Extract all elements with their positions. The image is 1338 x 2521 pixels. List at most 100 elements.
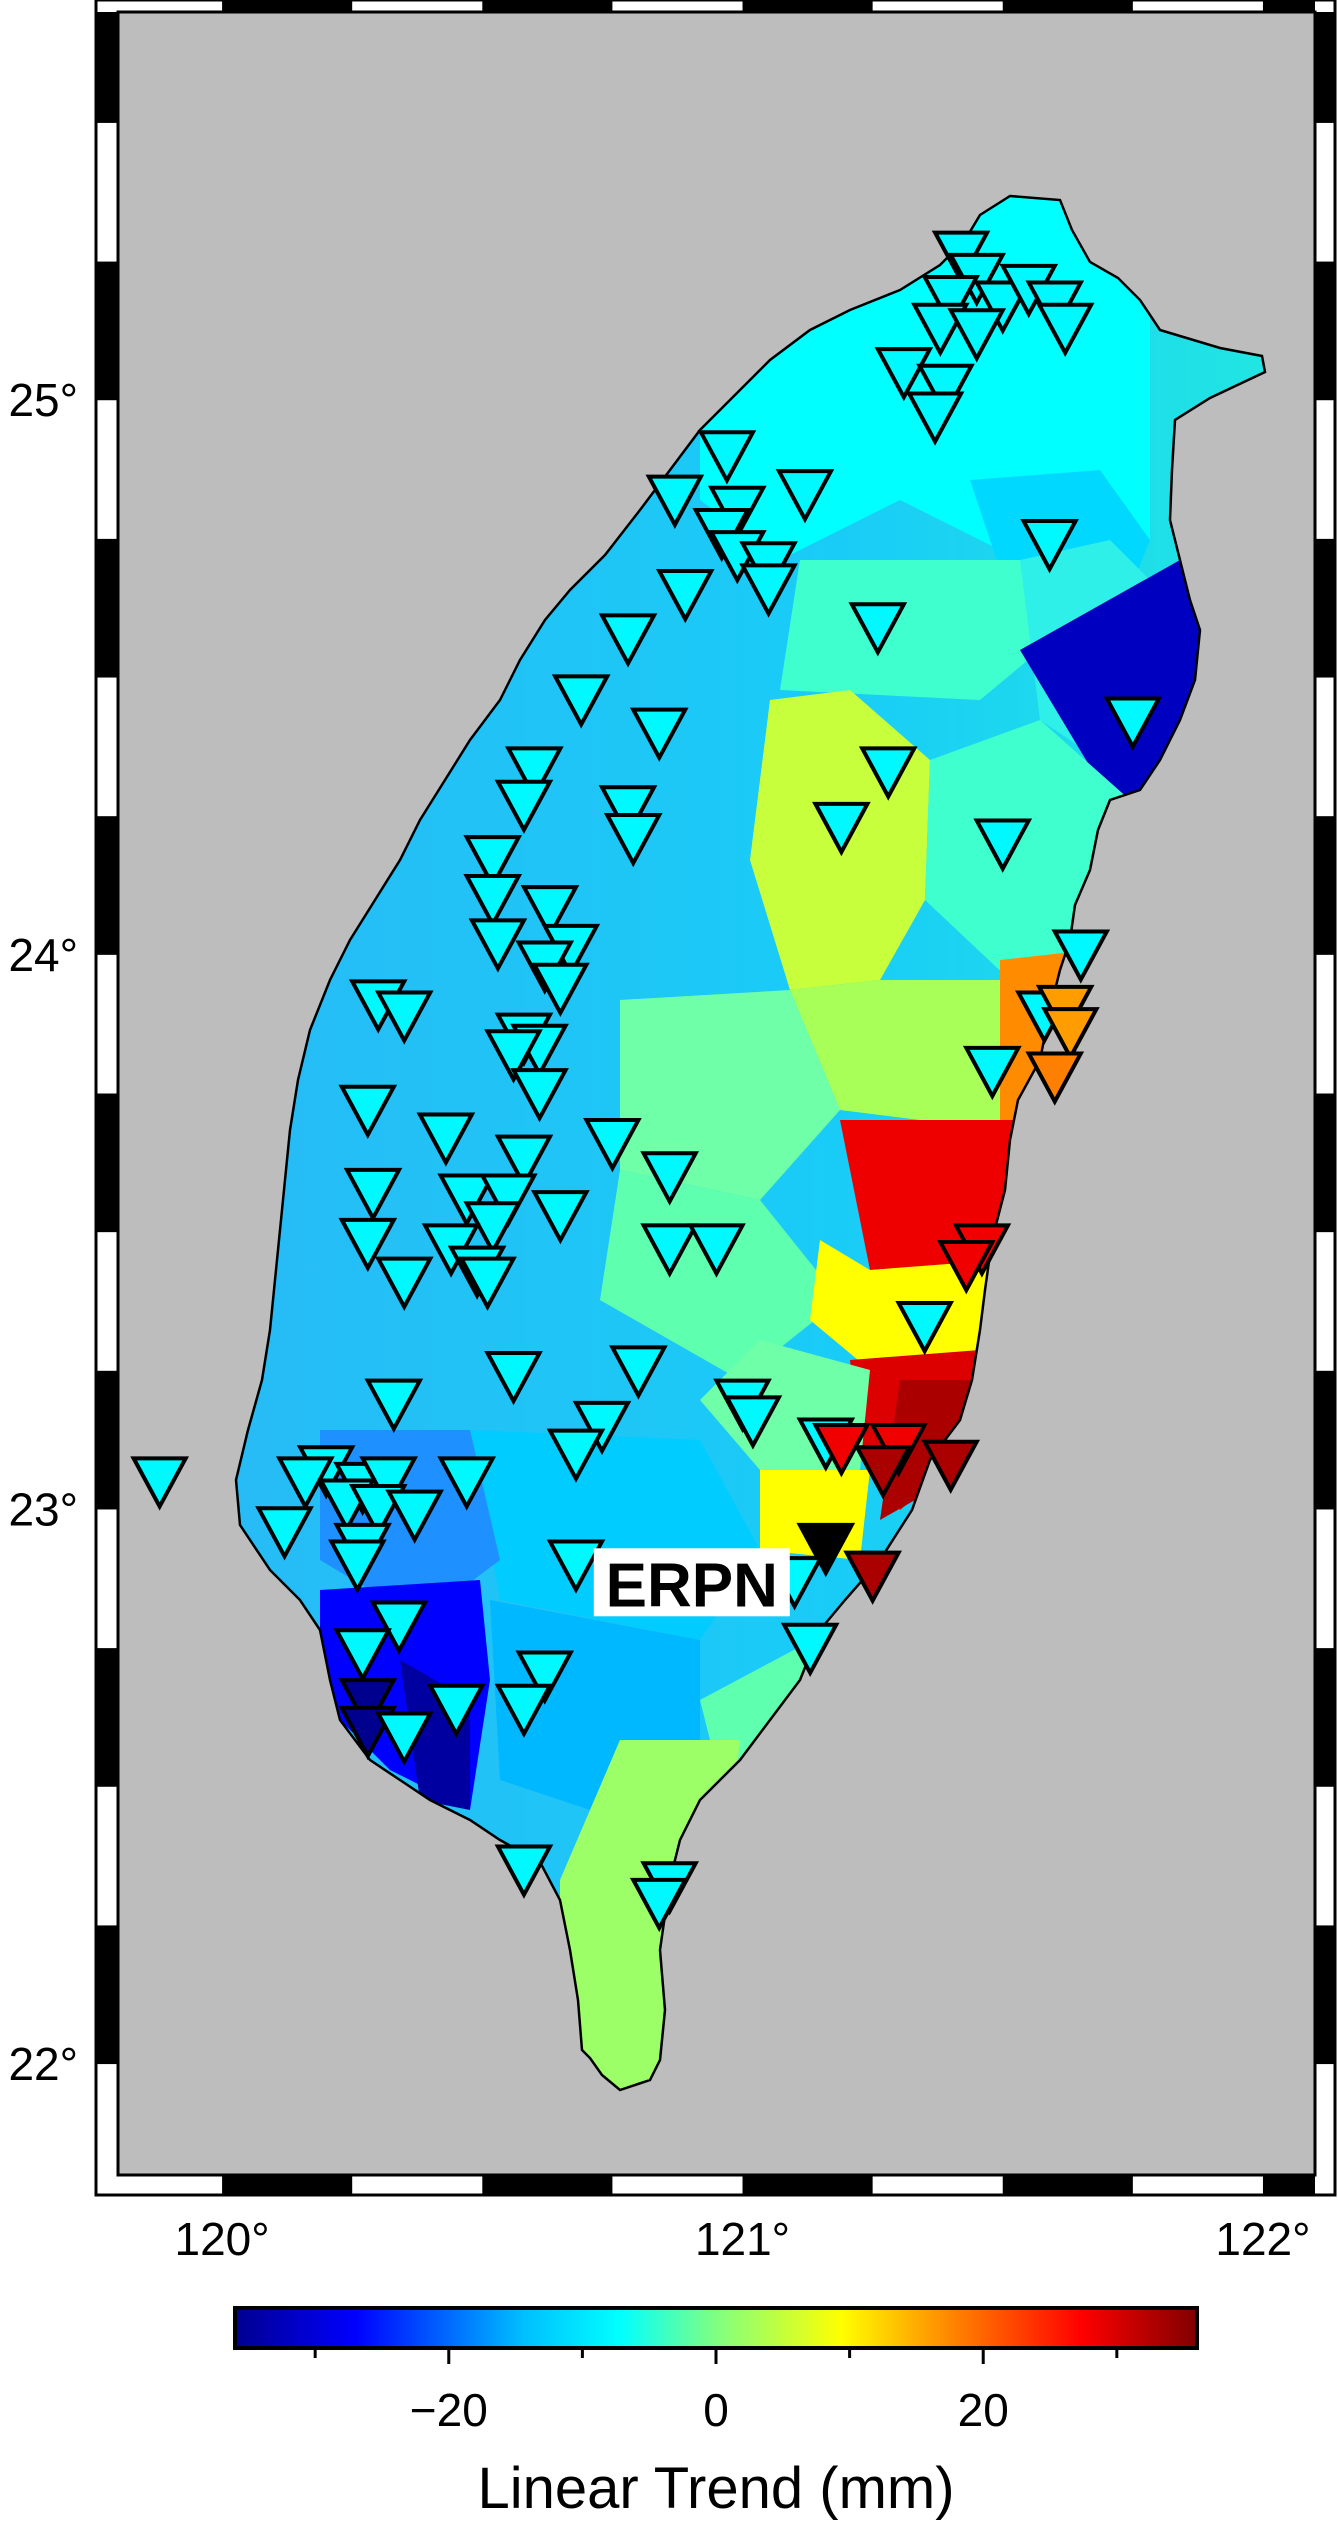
colorbar-gradient — [233, 2306, 1199, 2350]
frame-bar — [96, 538, 118, 678]
station-marker — [531, 962, 590, 1018]
station-marker — [531, 1190, 590, 1245]
station-marker — [853, 1445, 913, 1500]
lon-tick-labels: 120° 121° 122° — [175, 2213, 1311, 2265]
station-marker — [843, 1550, 902, 1605]
colorbar-tick-label: 0 — [703, 2384, 729, 2436]
station-marker — [551, 674, 611, 729]
station-marker — [916, 363, 975, 419]
station-marker — [697, 430, 757, 485]
frame-bar — [96, 1925, 118, 2065]
station-label: ERPN — [606, 1551, 778, 1620]
station-marker — [504, 746, 564, 801]
station-marker — [583, 1118, 642, 1173]
frame-bar — [1262, 0, 1315, 12]
station-marker — [385, 1489, 445, 1544]
station-marker — [655, 568, 715, 624]
station-marker — [494, 779, 554, 835]
station-marker — [463, 873, 523, 929]
station-marker — [640, 1151, 700, 1206]
frame-bar — [1315, 12, 1335, 123]
station-marker — [333, 1628, 392, 1683]
station-marker — [484, 1029, 543, 1084]
frame-bar — [1315, 1370, 1335, 1510]
station-marker — [338, 1084, 398, 1140]
station-marker — [494, 1683, 554, 1739]
station-marker — [962, 1045, 1022, 1101]
station-marker — [739, 563, 798, 618]
station-marker — [905, 391, 965, 446]
station-marker — [895, 1301, 955, 1356]
highlight-station-marker — [796, 1522, 856, 1578]
station-marker — [1051, 929, 1111, 984]
station-marker — [1035, 302, 1095, 358]
lon-tick-label: 120° — [175, 2213, 270, 2265]
frame-bar — [1002, 2175, 1133, 2195]
station-marker — [775, 469, 835, 524]
station-marker — [515, 1650, 575, 1705]
frame-bar — [1315, 538, 1335, 678]
station-marker — [1020, 519, 1079, 574]
colorbar-ticks — [313, 2348, 1119, 2364]
station-marker — [848, 602, 908, 657]
frame-bar — [1002, 0, 1133, 12]
frame-bar — [222, 2175, 353, 2195]
frame-bar — [96, 1370, 118, 1510]
station-marker — [458, 1256, 517, 1311]
station-marker — [468, 918, 528, 973]
station-marker — [973, 818, 1033, 873]
station-marker — [598, 613, 658, 668]
frame-bar — [482, 0, 613, 12]
station-marker — [494, 1134, 554, 1189]
lat-tick-label: 22° — [8, 2038, 78, 2090]
station-markers — [130, 230, 1163, 1933]
frame-bar — [96, 816, 118, 955]
station-marker — [494, 1844, 554, 1899]
station-marker — [374, 990, 434, 1045]
frame-bar — [1315, 816, 1335, 955]
frame-bar — [222, 0, 353, 12]
station-marker — [812, 1423, 871, 1478]
frame-bar — [742, 0, 873, 12]
station-marker — [437, 1456, 497, 1511]
station-marker — [921, 275, 981, 330]
station-marker — [1103, 696, 1163, 751]
station-marker — [374, 1256, 434, 1311]
frame-bar — [1262, 2175, 1315, 2195]
station-marker — [629, 707, 689, 762]
station-marker — [609, 1345, 668, 1400]
station-marker — [640, 1223, 700, 1278]
station-marker — [463, 835, 523, 890]
highlight-station: ERPN — [593, 1548, 790, 1620]
station-marker — [1041, 1007, 1100, 1062]
station-marker — [572, 1400, 632, 1456]
station-marker — [437, 1173, 497, 1228]
station-marker — [328, 1539, 387, 1594]
station-marker — [416, 1112, 476, 1167]
lon-tick-label: 122° — [1215, 2213, 1310, 2265]
lon-tick-label: 121° — [695, 2213, 790, 2265]
station-marker — [359, 1456, 418, 1511]
station-marker — [723, 1395, 783, 1450]
frame-bar — [1315, 261, 1335, 401]
station-marker — [936, 1240, 996, 1295]
station-marker — [463, 1201, 523, 1256]
station-marker — [874, 347, 934, 402]
colorbar: −20 0 20 Linear Trend (mm) — [233, 2306, 1199, 2521]
station-marker — [510, 1068, 569, 1123]
station-marker — [780, 1622, 840, 1678]
lat-tick-label: 24° — [8, 929, 78, 981]
colorbar-tick-label: −20 — [410, 2384, 488, 2436]
station-marker — [338, 1678, 398, 1733]
station-marker — [338, 1217, 398, 1273]
frame-bar — [742, 2175, 873, 2195]
station-marker — [629, 1877, 689, 1933]
station-marker — [603, 812, 663, 868]
frame-bar — [96, 12, 118, 123]
station-marker — [598, 785, 658, 840]
station-marker — [858, 746, 918, 801]
station-marker — [546, 1428, 606, 1483]
station-marker — [426, 1683, 486, 1739]
station-marker — [484, 1350, 543, 1406]
